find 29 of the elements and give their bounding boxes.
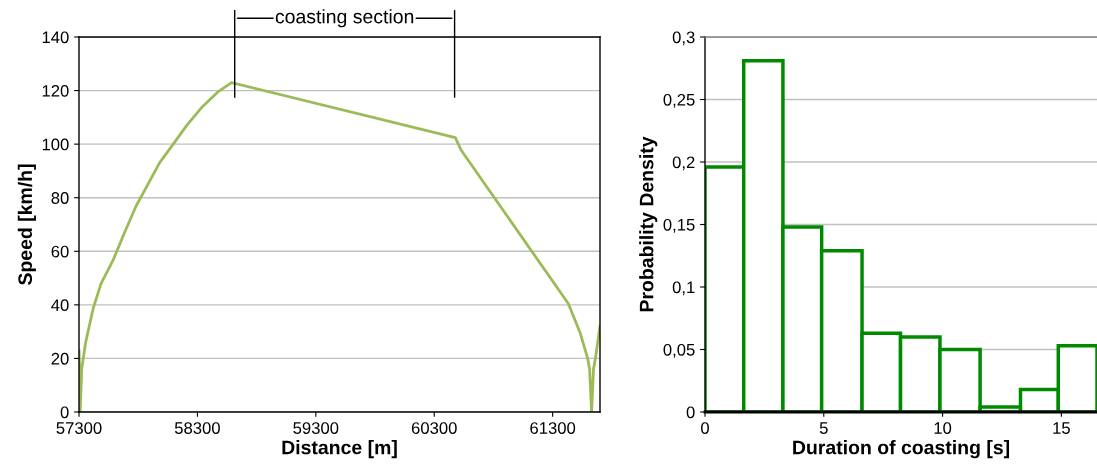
x-tick-label: 10 — [934, 422, 952, 434]
y-axis-title: Probability Density — [639, 136, 658, 312]
x-tick-label: 0 — [701, 422, 709, 434]
x-tick-label: 15 — [1053, 422, 1070, 434]
y-axis-title: Speed [km/h] — [17, 164, 36, 285]
y-tick-label: 140 — [42, 31, 69, 44]
y-tick-label: 0,2 — [672, 156, 695, 171]
x-tick-label: 61300 — [530, 422, 576, 434]
x-tick-label: 59300 — [293, 422, 339, 434]
x-tick-label: 57300 — [56, 422, 102, 434]
x-tick-label: 60300 — [411, 422, 457, 434]
text: coasting section — [275, 9, 414, 28]
y-tick-label: 20 — [51, 352, 69, 365]
x-axis-title: Distance [m] — [282, 440, 397, 459]
y-tick-label: 0,3 — [672, 31, 695, 46]
y-tick-label: 0 — [60, 406, 69, 419]
y-tick-label: 60 — [51, 245, 69, 258]
x-axis-title: Duration of coasting [s] — [793, 440, 1010, 459]
y-tick-label: 0,1 — [672, 281, 695, 296]
y-tick-label: 0,25 — [663, 93, 695, 108]
x-tick-label: 5 — [819, 422, 828, 434]
y-tick-label: 80 — [51, 192, 69, 204]
y-tick-label: 0,05 — [663, 343, 695, 358]
y-tick-label: 0,15 — [663, 218, 695, 233]
y-tick-label: 40 — [51, 299, 69, 312]
y-tick-label: 120 — [42, 84, 69, 97]
x-tick-label: 58300 — [174, 422, 220, 434]
y-tick-label: 0 — [686, 406, 695, 419]
y-tick-label: 100 — [42, 138, 69, 151]
